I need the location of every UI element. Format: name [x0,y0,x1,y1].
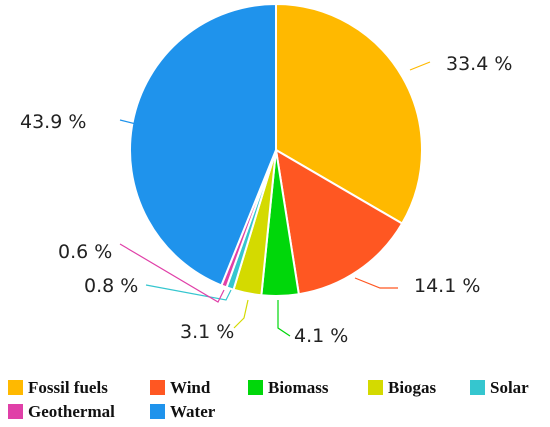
legend-swatch [8,380,23,395]
data-label-fossil-fuels: 33.4 % [446,53,512,75]
leader-line-biogas [233,299,249,329]
legend-swatch [470,380,485,395]
legend-swatch [248,380,263,395]
data-label-solar: 0.8 % [84,275,138,297]
legend-label: Geothermal [28,402,115,421]
data-label-biogas: 3.1 % [180,321,234,343]
legend-swatch [368,380,383,395]
legend-item-geothermal: Geothermal [8,402,115,421]
legend-label: Solar [490,378,529,397]
legend-item-water: Water [150,402,216,421]
legend-label: Biogas [388,378,437,397]
legend-label: Water [170,402,216,421]
pie-slice-water [129,2,277,287]
leader-line-fossil-fuels [409,61,431,71]
pie-slice-fossil-fuels [275,2,423,225]
data-label-wind: 14.1 % [414,275,480,297]
pie-slices [129,2,423,297]
legend: Fossil fuels Wind Biomass Biogas Solar Geothe… [8,378,529,421]
legend-label: Fossil fuels [28,378,108,397]
legend-label: Biomass [268,378,329,397]
legend-swatch [150,404,165,419]
pie-slice-wind [274,148,404,296]
data-label-geothermal: 0.6 % [58,241,112,263]
leader-line-water [119,119,141,126]
leader-line-solar [145,284,232,301]
legend-item-solar: Solar [470,378,529,397]
leader-line-biomass [277,300,291,337]
legend-item-biogas: Biogas [368,378,437,397]
legend-label: Wind [170,378,211,397]
data-label-biomass: 4.1 % [294,325,348,347]
legend-swatch [150,380,165,395]
leader-line-wind [354,277,398,289]
legend-item-wind: Wind [150,378,211,397]
legend-item-fossil-fuels: Fossil fuels [8,378,108,397]
data-label-water: 43.9 % [20,111,86,133]
legend-item-biomass: Biomass [248,378,329,397]
legend-swatch [8,404,23,419]
leader-line-geothermal [119,243,225,303]
